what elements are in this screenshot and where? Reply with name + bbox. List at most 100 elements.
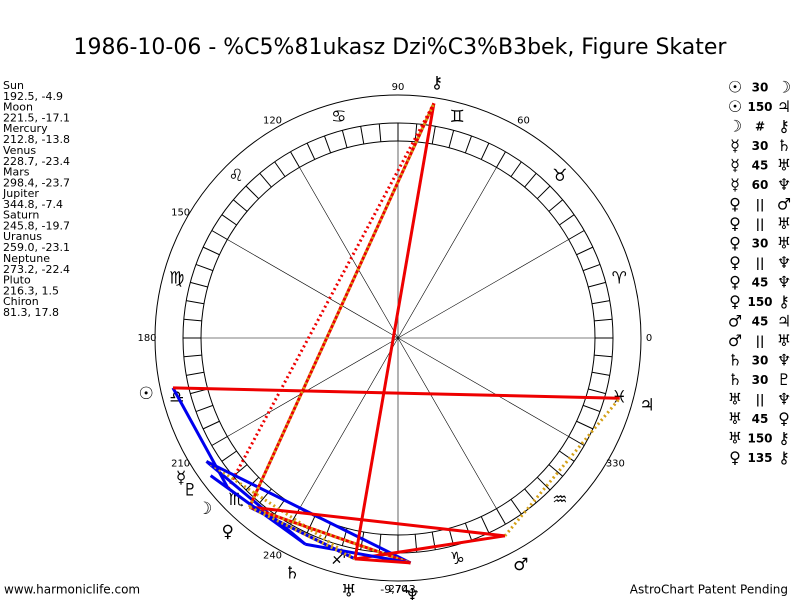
ring-tick	[183, 354, 202, 358]
aspect-line	[209, 474, 307, 546]
ring-tick	[582, 263, 601, 272]
ring-tick	[323, 522, 332, 541]
sign-glyph: ♉	[552, 166, 567, 186]
ring-tick	[221, 450, 237, 462]
aspect-line	[503, 397, 621, 537]
aspect-to: ⚷	[778, 117, 790, 136]
aspect-type: 60	[752, 178, 769, 192]
aspect-from: ☿	[730, 175, 740, 194]
ring-tick	[195, 263, 214, 272]
ring-tick	[232, 199, 248, 212]
ring-tick	[588, 281, 606, 288]
aspect-from: ♅	[728, 429, 742, 448]
ring-tick	[341, 130, 348, 148]
ring-tick	[496, 508, 506, 525]
aspect-type: 30	[752, 81, 769, 95]
ring-tick	[524, 172, 537, 188]
ring-tick	[245, 185, 260, 200]
planet-coords: 221.5, -17.1	[3, 112, 70, 125]
aspect-to: ⚷	[778, 429, 790, 448]
ring-tick	[548, 464, 564, 477]
planet-name: Venus	[3, 144, 36, 157]
aspect-to: ♄	[777, 136, 791, 155]
ring-tick	[431, 126, 436, 145]
planet-coords: 344.8, -7.4	[3, 198, 63, 211]
ring-tick	[360, 126, 365, 145]
planet-coords: 216.3, 1.5	[3, 284, 59, 297]
ring-tick	[588, 388, 606, 395]
ring-tick	[548, 199, 564, 212]
planet-coords: 228.7, -23.4	[3, 155, 70, 168]
ring-tick	[202, 246, 220, 256]
ring-tick	[594, 354, 613, 358]
ring-tick	[186, 371, 205, 376]
sign-glyph: ♍	[169, 269, 184, 289]
aspect-to: ♃	[777, 97, 791, 116]
planet-name: Uranus	[3, 230, 42, 243]
ring-tick	[576, 246, 594, 256]
degree-label: 180	[137, 333, 156, 344]
planet-name: Moon	[3, 101, 33, 114]
aspect-line	[205, 460, 307, 546]
planet-name: Chiron	[3, 295, 39, 308]
aspect-from: ♅	[728, 409, 742, 428]
aspect-from: ♄	[728, 370, 742, 389]
aspect-line	[226, 102, 436, 490]
aspect-from: ♀	[729, 448, 741, 467]
aspect-type: 45	[752, 315, 769, 329]
aspect-type: 150	[747, 295, 772, 309]
aspect-from: ☉	[728, 78, 742, 97]
aspect-from: ♀	[729, 273, 741, 292]
aspect-type: 135	[747, 451, 772, 465]
ring-tick	[186, 300, 205, 305]
ring-tick	[536, 185, 551, 200]
planet-name: Saturn	[3, 209, 39, 222]
degree-label: 60	[517, 116, 530, 127]
planet-name: Neptune	[3, 252, 50, 265]
ring-tick	[480, 142, 490, 160]
planet-glyph: ⚷	[431, 73, 443, 93]
sign-glyph: ♑	[450, 549, 465, 569]
ring-tick	[568, 436, 585, 446]
aspect-to: ♆	[777, 253, 791, 272]
degree-label: 240	[263, 550, 282, 561]
degree-label: 90	[392, 82, 405, 93]
ring-tick	[183, 318, 202, 322]
aspect-from: ♀	[729, 195, 741, 214]
ring-tick	[576, 420, 594, 430]
planet-coords: 273.2, -22.4	[3, 263, 70, 276]
ring-tick	[211, 436, 228, 446]
planet-glyph: ☽	[197, 499, 212, 519]
planet-coords: 81.3, 17.8	[3, 306, 59, 319]
aspect-type: 45	[752, 159, 769, 173]
ring-tick	[559, 450, 575, 462]
aspect-to: ♅	[777, 234, 791, 253]
aspect-to: ⚷	[778, 448, 790, 467]
aspect-type: 45	[752, 412, 769, 426]
ring-tick	[559, 214, 575, 226]
planet-glyph: ☿	[176, 468, 186, 488]
ring-tick	[274, 161, 286, 177]
aspect-to: ♆	[777, 390, 791, 409]
planet-glyph: ♄	[285, 563, 300, 583]
sign-glyph: ♋	[331, 107, 346, 127]
aspect-to: ♆	[777, 273, 791, 292]
planet-glyph: ♂	[513, 555, 528, 575]
planet-coords: 192.5, -4.9	[3, 90, 63, 103]
planet-glyph: ♃	[639, 396, 654, 416]
degree-label: 210	[171, 459, 190, 470]
degree-label: 0	[646, 333, 652, 344]
ring-tick	[568, 230, 585, 240]
aspect-type: 30	[752, 237, 769, 251]
aspect-type: 45	[752, 276, 769, 290]
ring-tick	[464, 135, 473, 154]
ring-tick	[480, 516, 490, 534]
ring-tick	[582, 404, 601, 413]
ring-tick	[591, 371, 610, 376]
aspect-type: ||	[756, 198, 765, 212]
ring-tick	[496, 151, 506, 168]
aspect-type: 30	[752, 139, 769, 153]
aspect-type: 150	[747, 432, 772, 446]
footer-left: www.harmoniclife.com	[4, 583, 140, 597]
aspect-type: 30	[752, 373, 769, 387]
